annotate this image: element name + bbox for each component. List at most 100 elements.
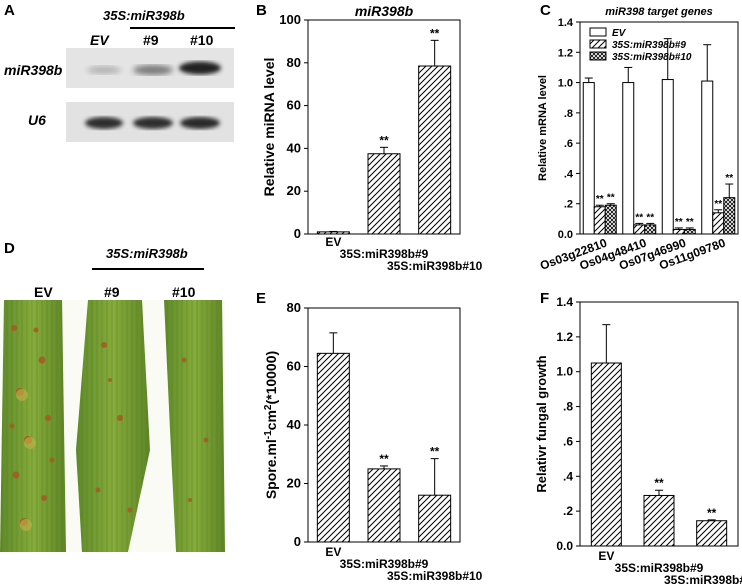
significance-label: ** bbox=[596, 194, 604, 205]
leaf-label-9: #9 bbox=[104, 284, 120, 300]
y-tick-label: 40 bbox=[287, 140, 301, 155]
x-tick-label: 35S:miR398b#9 bbox=[615, 561, 704, 575]
y-tick-label: 1.4 bbox=[556, 295, 573, 309]
bar bbox=[590, 362, 622, 547]
legend-swatch bbox=[589, 51, 607, 61]
significance-label: ** bbox=[430, 445, 440, 459]
x-tick-label: EV bbox=[325, 235, 341, 249]
bar bbox=[367, 468, 401, 543]
band-mir398b-ev bbox=[87, 66, 121, 74]
chart-b: miR398b 0 20 40 60 80 100 Relative miRNA level *… bbox=[261, 3, 483, 273]
y-tick-label: 0.0 bbox=[556, 539, 573, 553]
bar bbox=[593, 206, 606, 235]
legend-swatch bbox=[589, 39, 607, 49]
construct-underline bbox=[130, 27, 235, 29]
bar bbox=[633, 224, 646, 235]
x-tick-label: EV bbox=[325, 545, 341, 559]
band-u6-9 bbox=[133, 117, 173, 129]
bar bbox=[622, 82, 635, 235]
significance-label: ** bbox=[725, 173, 733, 184]
y-tick-label: .2 bbox=[564, 199, 573, 211]
x-tick-label: 35S:miR398b#10 bbox=[387, 569, 483, 583]
blot-image bbox=[66, 48, 234, 142]
y-tick-label: 80 bbox=[287, 55, 301, 70]
bar bbox=[723, 197, 736, 235]
y-tick-label: 1.0 bbox=[556, 365, 573, 379]
y-axis-label: Relative miRNA level bbox=[261, 58, 277, 197]
y-tick-label: 1.4 bbox=[558, 17, 574, 29]
bar bbox=[604, 204, 617, 235]
y-tick-label: 20 bbox=[287, 183, 301, 198]
leaf-construct-label: 35S:miR398b bbox=[106, 246, 188, 261]
y-tick-label: 0 bbox=[294, 534, 301, 549]
x-tick-label: 35S:miR398b#10 bbox=[387, 259, 483, 273]
panel-letter-d: D bbox=[4, 240, 15, 257]
bar bbox=[418, 494, 452, 543]
y-tick-label: .8 bbox=[564, 108, 573, 120]
chart-c: miR398 target genes 0.0 .2 .4 .6 .8 1.0 1.2 1.4 R… bbox=[537, 6, 739, 273]
bar bbox=[712, 212, 725, 235]
legend-label: EV bbox=[612, 28, 627, 39]
panel-letter-c: C bbox=[540, 2, 551, 19]
chart-title: miR398 target genes bbox=[605, 6, 713, 18]
bar bbox=[316, 352, 350, 543]
y-tick-label: 100 bbox=[279, 12, 301, 27]
lane-label-10: #10 bbox=[190, 32, 214, 48]
y-tick-label: 20 bbox=[287, 476, 301, 491]
x-tick-label: 35S:miR398b#9 bbox=[340, 557, 429, 571]
bar bbox=[661, 79, 674, 235]
row-label-mir398b: miR398b bbox=[4, 62, 63, 78]
bar bbox=[701, 80, 714, 235]
blot-construct-label: 35S:miR398b bbox=[103, 8, 185, 23]
significance-label: ** bbox=[654, 476, 664, 490]
bar bbox=[683, 228, 696, 235]
y-tick-label: .2 bbox=[563, 504, 573, 518]
significance-label: ** bbox=[379, 133, 389, 147]
y-tick-label: 60 bbox=[287, 359, 301, 374]
significance-label: ** bbox=[635, 212, 643, 223]
legend-swatch bbox=[589, 27, 607, 37]
y-tick-label: .8 bbox=[563, 400, 573, 414]
y-tick-label: .6 bbox=[563, 434, 573, 448]
y-tick-label: .4 bbox=[564, 168, 574, 180]
significance-label: ** bbox=[379, 452, 389, 466]
y-tick-label: 0 bbox=[294, 226, 301, 241]
bar bbox=[316, 231, 350, 235]
leaf-construct-underline bbox=[92, 268, 204, 270]
band-mir398b-10 bbox=[179, 61, 221, 75]
chart-e: 020406080Spore.ml-1cm2(*10000)****EV35S:… bbox=[263, 300, 483, 583]
bar bbox=[644, 224, 657, 235]
y-tick-label: 40 bbox=[287, 417, 301, 432]
bar bbox=[418, 65, 452, 235]
y-tick-label: .4 bbox=[563, 469, 573, 483]
chart-title: miR398b bbox=[355, 3, 414, 19]
significance-label: ** bbox=[707, 506, 717, 520]
y-tick-label: .6 bbox=[564, 138, 573, 150]
significance-label: ** bbox=[675, 217, 683, 228]
panel-letter-a: A bbox=[4, 2, 15, 19]
x-tick-label: 35S:miR398b#10 bbox=[664, 573, 742, 587]
y-tick-label: 60 bbox=[287, 98, 301, 113]
band-u6-ev bbox=[85, 117, 123, 129]
bar bbox=[582, 82, 595, 235]
leaf-label-10: #10 bbox=[172, 284, 196, 300]
bar bbox=[696, 520, 728, 547]
band-u6-10 bbox=[180, 117, 220, 129]
significance-label: ** bbox=[714, 199, 722, 210]
leaf-photo bbox=[0, 300, 225, 552]
significance-label: ** bbox=[686, 217, 694, 228]
panel-letter-f: F bbox=[540, 290, 550, 307]
y-tick-label: 0.0 bbox=[558, 229, 573, 241]
lane-label-ev: EV bbox=[90, 32, 109, 48]
x-tick-label: 35S:miR398b#9 bbox=[340, 247, 429, 261]
bar bbox=[367, 153, 401, 235]
bar bbox=[672, 228, 685, 235]
y-tick-label: 1.0 bbox=[558, 78, 573, 90]
y-axis-label: Relative mRNA level bbox=[537, 75, 549, 181]
y-tick-label: 1.2 bbox=[558, 47, 573, 59]
significance-label: ** bbox=[607, 193, 615, 204]
row-label-u6: U6 bbox=[28, 112, 46, 128]
panel-letter-b: B bbox=[256, 2, 267, 19]
legend-label: 35S:miR398b#9 bbox=[612, 40, 686, 51]
band-mir398b-9 bbox=[133, 65, 173, 75]
